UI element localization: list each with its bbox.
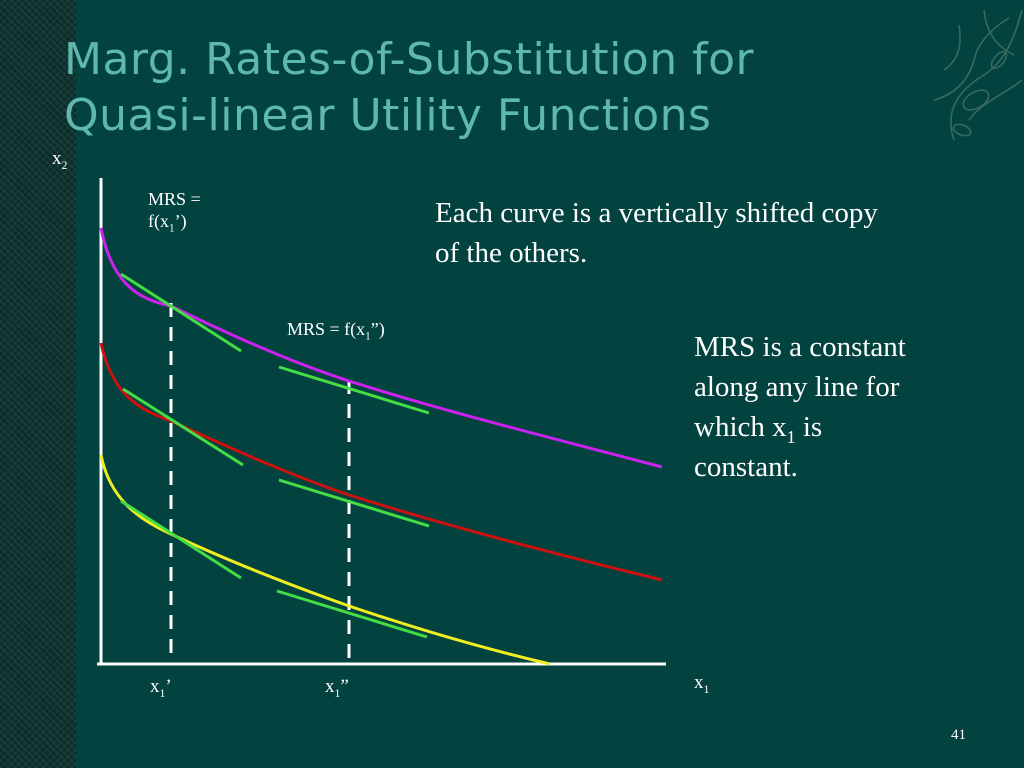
slide-title: Marg. Rates-of-Substitution for Quasi-li… <box>64 32 754 144</box>
tangent-middle-x1-double-prime <box>278 478 430 528</box>
tangent-top-x1-prime <box>120 272 242 353</box>
tangent-bottom-x1-prime <box>120 499 242 580</box>
note-shifted-line-1: Each curve is a vertically shifted copy <box>435 197 878 229</box>
note-shifted-line-2: of the others. <box>435 237 588 269</box>
mrs-label-x1-prime-line2: f(x1’) <box>148 211 187 235</box>
floral-ornament <box>933 9 1023 141</box>
note-constant-line-4: constant. <box>694 451 798 483</box>
note-mrs-constant: MRS is a constant along any line for whi… <box>694 327 906 487</box>
note-constant-line-1: MRS is a constant <box>694 331 906 363</box>
tangent-top-x1-double-prime <box>278 365 430 415</box>
tick-label-x1-double-prime: x1” <box>325 676 349 700</box>
indifference-curve-top <box>99 227 663 469</box>
note-constant-line-2: along any line for <box>694 371 900 403</box>
y-axis-label: x2 <box>52 148 68 172</box>
mrs-label-x1-prime: MRS = f(x1’) <box>148 188 201 235</box>
note-shifted-copies: Each curve is a vertically shifted copy … <box>435 193 878 273</box>
page-number: 41 <box>951 727 966 743</box>
indifference-curve-bottom <box>99 454 551 666</box>
tick-label-x1-prime: x1’ <box>150 676 172 700</box>
note-constant-line-3: which x1 is <box>694 411 823 447</box>
tangent-middle-x1-prime <box>122 387 244 467</box>
tangent-bottom-x1-double-prime <box>276 589 428 639</box>
mrs-label-x1-double-prime: MRS = f(x1”) <box>287 319 385 343</box>
left-pattern-strip <box>0 0 76 768</box>
x-axis-label: x1 <box>694 672 710 696</box>
indifference-curve-middle <box>99 342 663 582</box>
mrs-label-x1-prime-line1: MRS = <box>148 189 201 209</box>
title-line-2: Quasi-linear Utility Functions <box>64 90 712 141</box>
title-line-1: Marg. Rates-of-Substitution for <box>64 34 755 85</box>
